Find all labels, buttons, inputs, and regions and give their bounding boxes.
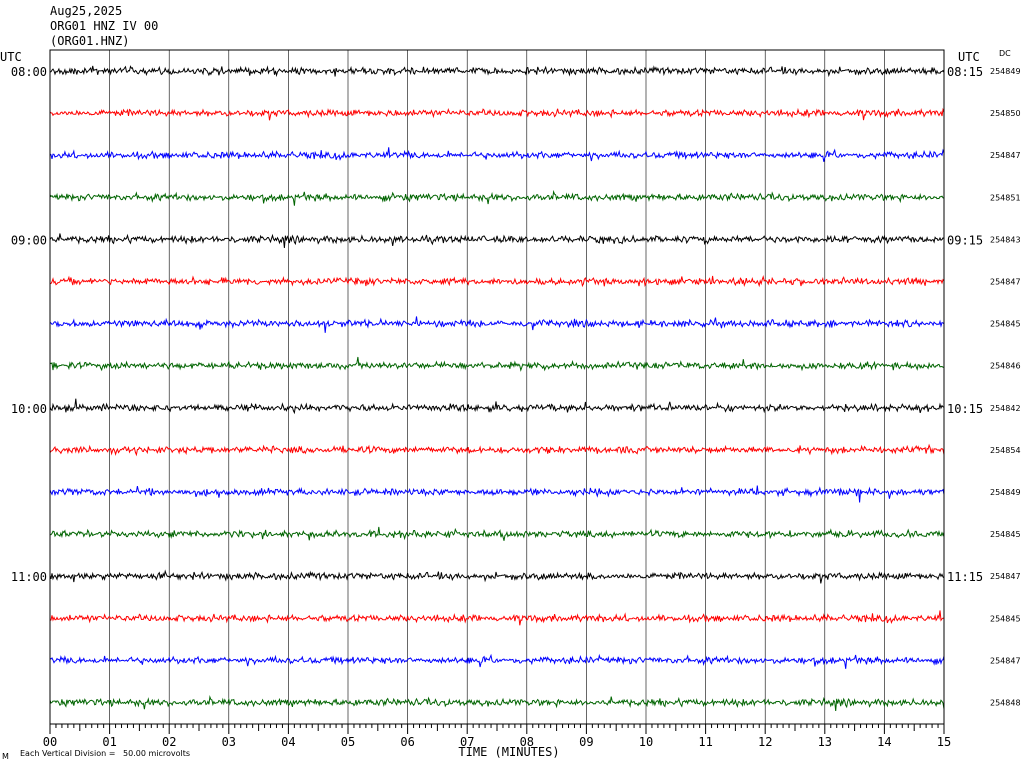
x-tick-label-14: 14 (877, 735, 891, 749)
x-tick-label-09: 09 (579, 735, 593, 749)
left-utc-label: UTC (0, 50, 22, 64)
trace-3 (49, 189, 945, 206)
right-utc-label: UTC (958, 50, 980, 64)
x-tick-label-04: 04 (281, 735, 295, 749)
left-time-label: 08:00 (11, 65, 47, 79)
header-channel: (ORG01.HNZ) (50, 34, 130, 48)
x-tick-label-00: 00 (43, 735, 57, 749)
dc-value-11: 254845 (990, 530, 1021, 539)
trace-15 (49, 695, 945, 712)
plot-grid (109, 50, 885, 724)
trace-14 (49, 653, 945, 669)
dc-value-7: 254846 (990, 362, 1021, 371)
right-time-label: 11:15 (947, 570, 983, 584)
x-tick-label-13: 13 (818, 735, 832, 749)
x-tick-label-01: 01 (102, 735, 116, 749)
x-tick-label-12: 12 (758, 735, 772, 749)
dc-value-9: 254854 (990, 446, 1021, 455)
trace-6 (49, 316, 945, 333)
dc-value-8: 254842 (990, 404, 1021, 413)
plot-frame (49, 49, 945, 734)
left-time-label: 11:00 (11, 570, 47, 584)
trace-0 (49, 65, 945, 78)
x-tick-label-05: 05 (341, 735, 355, 749)
dc-value-14: 254847 (990, 656, 1021, 665)
x-tick-label-06: 06 (400, 735, 414, 749)
trace-group (49, 65, 945, 712)
dc-value-4: 254843 (990, 235, 1021, 244)
x-tick-label-03: 03 (222, 735, 236, 749)
x-axis-title: TIME (MINUTES) (458, 745, 559, 759)
x-tick-label-15: 15 (937, 735, 951, 749)
dc-value-13: 254845 (990, 614, 1021, 623)
trace-5 (49, 275, 945, 288)
footnote-mark: M (2, 752, 9, 761)
trace-9 (49, 443, 945, 457)
chart-labels: 254849 254850 254847 254851 254843 254847 2548… (0, 49, 1021, 761)
x-tick-label-08: 08 (520, 735, 534, 749)
plot-border (49, 49, 945, 725)
left-time-label: 09:00 (11, 233, 47, 247)
x-tick-label-11: 11 (698, 735, 712, 749)
trace-10 (49, 485, 945, 503)
trace-8 (49, 398, 945, 415)
dc-value-0: 254849 (990, 67, 1021, 76)
right-time-label: 09:15 (947, 233, 983, 247)
trace-1 (49, 107, 945, 121)
x-tick-label-07: 07 (460, 735, 474, 749)
header-date: Aug25,2025 (50, 4, 123, 18)
dc-value-1: 254850 (990, 109, 1021, 118)
trace-2 (49, 147, 945, 162)
dc-label: DC (999, 49, 1011, 58)
dc-value-3: 254851 (990, 193, 1021, 202)
trace-7 (49, 356, 944, 372)
x-tick-label-10: 10 (639, 735, 653, 749)
dc-value-6: 254845 (990, 320, 1021, 329)
right-time-label: 08:15 (947, 65, 983, 79)
dc-value-5: 254847 (990, 278, 1021, 287)
dc-value-12: 254847 (990, 572, 1021, 581)
header-station: ORG01 HNZ IV 00 (50, 19, 159, 33)
dc-value-10: 254849 (990, 488, 1021, 497)
trace-12 (49, 569, 945, 584)
trace-4 (49, 233, 945, 248)
x-tick-label-02: 02 (162, 735, 176, 749)
trace-11 (49, 526, 945, 541)
footnote: Each Vertical Division = 50.00 microvolt… (20, 749, 190, 758)
trace-13 (49, 610, 945, 626)
right-time-label: 10:15 (947, 402, 983, 416)
dc-value-15: 254848 (990, 699, 1021, 708)
left-time-label: 10:00 (11, 402, 47, 416)
dc-value-2: 254847 (990, 151, 1021, 160)
